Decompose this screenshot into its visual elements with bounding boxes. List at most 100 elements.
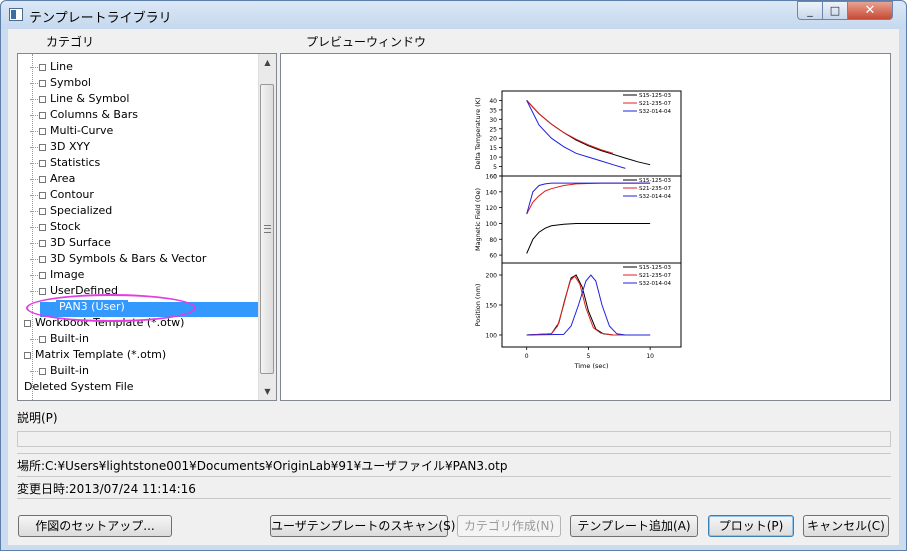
tree-item[interactable]: Built-in	[30, 363, 89, 379]
tree-item[interactable]: Multi-Curve	[30, 123, 113, 139]
y-tick-label: 80	[489, 237, 497, 244]
plot-button[interactable]: プロット(P)	[708, 515, 794, 537]
legend-label: S15-125-03	[639, 265, 671, 271]
tree-item-label: 3D Surface	[50, 236, 111, 249]
legend-label: S21-235-07	[639, 101, 671, 107]
tree-item[interactable]: Line	[30, 59, 73, 75]
tree-node-icon	[39, 223, 46, 231]
tree-item-label: Deleted System File	[24, 380, 134, 393]
tree-connector	[30, 242, 38, 244]
tree-connector	[30, 290, 38, 292]
tree-node-icon	[39, 79, 46, 87]
tree-node-icon	[39, 127, 46, 135]
tree-item[interactable]: 3D Surface	[30, 235, 111, 251]
tree-item[interactable]: Line & Symbol	[30, 91, 129, 107]
tree-item[interactable]: Columns & Bars	[30, 107, 138, 123]
x-tick-label: 10	[646, 353, 654, 360]
scroll-thumb[interactable]	[260, 84, 274, 374]
tree-item-label: Area	[50, 172, 76, 185]
tree-item-label: Specialized	[50, 204, 113, 217]
tree-node-icon	[39, 63, 46, 71]
tree-node-icon	[39, 95, 46, 103]
scroll-up-arrow-icon[interactable]: ▲	[264, 58, 271, 67]
tree-node-icon	[39, 367, 46, 375]
tree-item-label: Matrix Template (*.otm)	[35, 348, 167, 361]
modified-text: 変更日時:2013/07/24 11:14:16	[17, 482, 196, 496]
grip-icon	[264, 225, 271, 233]
tree-item[interactable]: Deleted System File	[24, 379, 134, 395]
tree-node-icon	[39, 111, 46, 119]
app-icon	[9, 8, 23, 21]
category-tree[interactable]: Line Symbol Line & Symbol Columns & Bars Mul…	[17, 53, 277, 401]
preview-label: プレビューウィンドウ	[306, 35, 427, 49]
x-tick-label: 5	[586, 353, 590, 360]
tree-item-label: Multi-Curve	[50, 124, 114, 137]
tree-node-icon	[39, 239, 46, 247]
tree-connector	[30, 226, 38, 228]
tree-connector	[30, 66, 38, 68]
graph-setup-button[interactable]: 作図のセットアップ...	[18, 515, 172, 537]
tree-scrollbar[interactable]: ▲ ▼	[258, 54, 276, 400]
tree-item[interactable]: Matrix Template (*.otm)	[24, 347, 166, 363]
title-bar[interactable]: テンプレートライブラリ _ □ ✕	[1, 1, 906, 29]
y-tick-label: 5	[493, 164, 497, 171]
y-axis-label: Delta Temperature (K)	[474, 98, 482, 170]
tree-connector	[30, 178, 38, 180]
tree-connector	[30, 98, 38, 100]
minimize-button[interactable]: _	[797, 1, 823, 20]
tree-node-icon	[39, 335, 46, 343]
y-tick-label: 40	[489, 98, 497, 105]
series-line	[526, 223, 651, 254]
description-label: 説明(P)	[17, 411, 58, 425]
maximize-button[interactable]: □	[822, 1, 848, 20]
series-line	[526, 274, 651, 336]
y-tick-label: 100	[486, 221, 498, 228]
annotation-ellipse	[26, 294, 196, 322]
legend-label: S32-014-04	[639, 109, 671, 115]
scan-user-templates-button[interactable]: ユーザテンプレートのスキャン(S)	[270, 515, 455, 537]
legend-label: S15-125-03	[639, 93, 671, 99]
series-line	[526, 100, 626, 169]
y-tick-label: 150	[486, 303, 498, 310]
tree-connector	[30, 130, 38, 132]
legend-label: S15-125-03	[639, 178, 671, 184]
y-tick-label: 100	[486, 333, 498, 340]
y-axis-label: Magnetic Field (Oe)	[474, 188, 482, 251]
close-button[interactable]: ✕	[847, 1, 893, 20]
tree-node-icon	[39, 255, 46, 263]
tree-connector	[30, 146, 38, 148]
y-tick-label: 10	[489, 155, 497, 162]
tree-node-icon	[39, 207, 46, 215]
tree-item[interactable]: Area	[30, 171, 75, 187]
tree-connector	[30, 194, 38, 196]
tree-connector	[30, 370, 38, 372]
cancel-button[interactable]: キャンセル(C)	[803, 515, 889, 537]
location-text: 場所:C:¥Users¥lightstone001¥Documents¥Orig…	[17, 459, 508, 473]
scroll-down-arrow-icon[interactable]: ▼	[264, 387, 271, 396]
separator	[17, 498, 891, 499]
tree-connector	[30, 274, 38, 276]
y-tick-label: 120	[486, 205, 498, 212]
y-tick-label: 200	[486, 273, 498, 280]
add-template-button[interactable]: テンプレート追加(A)	[570, 515, 698, 537]
y-axis-label: Position (nm)	[474, 284, 482, 327]
series-line	[526, 274, 651, 336]
tree-item[interactable]: Specialized	[30, 203, 112, 219]
legend-label: S32-014-04	[639, 194, 671, 200]
tree-item[interactable]: Statistics	[30, 155, 100, 171]
tree-connector	[30, 162, 38, 164]
description-field	[17, 431, 891, 447]
tree-item[interactable]: 3D Symbols & Bars & Vector	[30, 251, 206, 267]
create-category-button[interactable]: カテゴリ作成(N)	[457, 515, 561, 537]
tree-item[interactable]: Stock	[30, 219, 80, 235]
tree-item[interactable]: 3D XYY	[30, 139, 90, 155]
tree-item[interactable]: Contour	[30, 187, 94, 203]
tree-item[interactable]: Symbol	[30, 75, 91, 91]
tree-item[interactable]: Image	[30, 267, 84, 283]
tree-item-label: Statistics	[50, 156, 101, 169]
window-title: テンプレートライブラリ	[29, 11, 172, 26]
tree-item[interactable]: Built-in	[30, 331, 89, 347]
tree-connector	[30, 114, 38, 116]
y-tick-label: 20	[489, 136, 497, 143]
tree-connector	[30, 210, 38, 212]
